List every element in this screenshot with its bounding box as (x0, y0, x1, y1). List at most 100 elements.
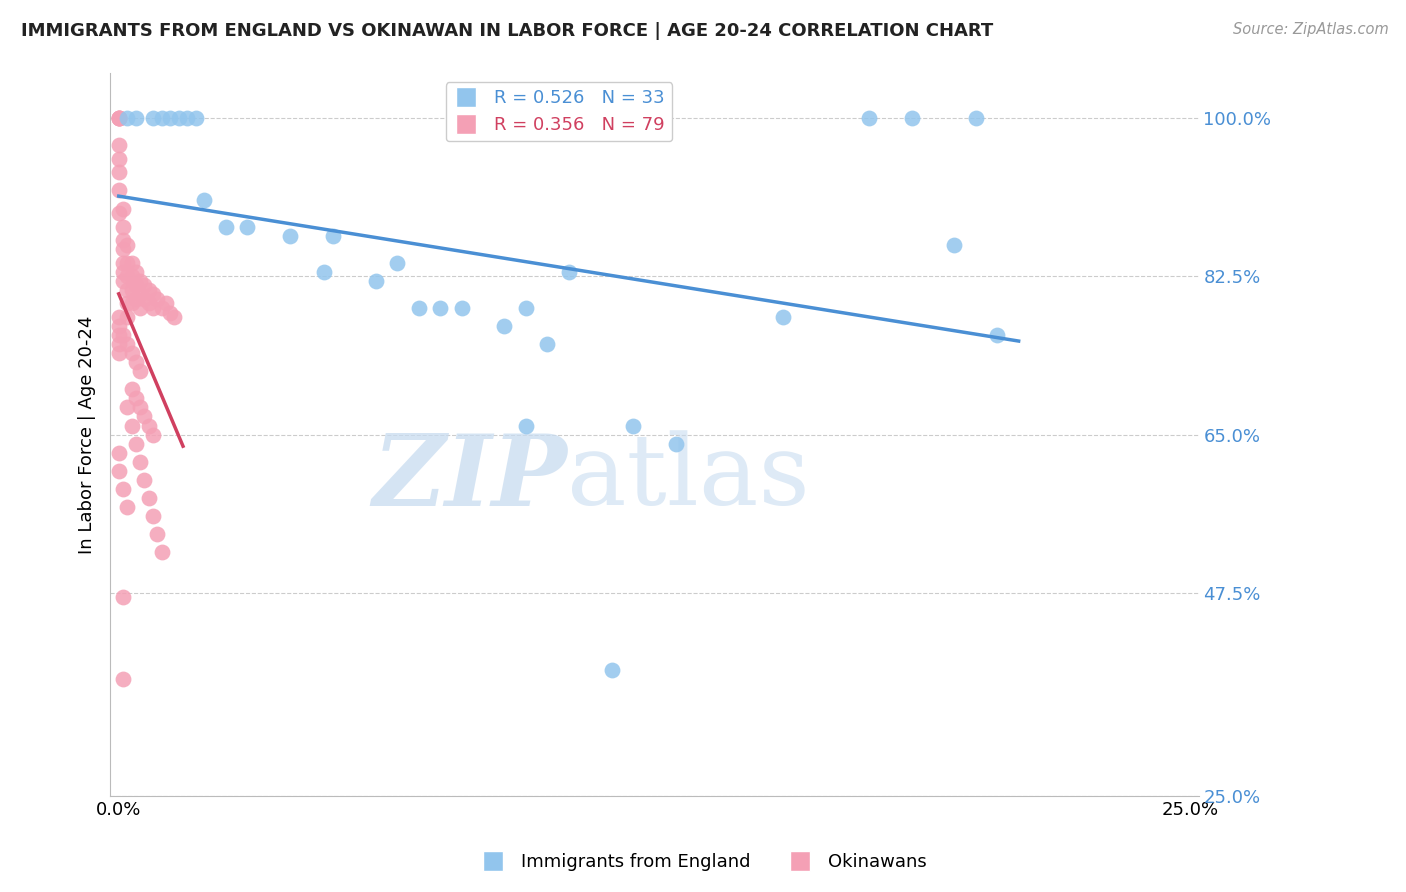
Point (150, 301, 173, 315)
Point (107, 206, 129, 220)
Point (107, 138, 129, 153)
Point (176, 111, 198, 125)
Point (600, 663, 623, 677)
Point (125, 265, 148, 279)
Point (107, 337, 129, 351)
Text: IMMIGRANTS FROM ENGLAND VS OKINAWAN IN LABOR FORCE | AGE 20-24 CORRELATION CHART: IMMIGRANTS FROM ENGLAND VS OKINAWAN IN L… (21, 22, 994, 40)
Point (117, 256, 139, 270)
Point (515, 301, 537, 315)
Point (146, 292, 169, 306)
Point (142, 287, 165, 301)
Point (134, 473, 156, 487)
Point (167, 111, 190, 125)
Point (121, 418, 143, 433)
Point (121, 283, 143, 297)
Point (111, 482, 134, 496)
Point (665, 436, 688, 450)
Point (121, 383, 143, 397)
Text: Source: ZipAtlas.com: Source: ZipAtlas.com (1233, 22, 1389, 37)
Point (111, 591, 134, 605)
Point (117, 283, 139, 297)
Point (408, 301, 430, 315)
Point (107, 346, 129, 360)
Point (121, 269, 143, 284)
Point (111, 242, 134, 256)
Point (965, 111, 987, 125)
Point (429, 301, 451, 315)
Point (943, 237, 966, 252)
Point (117, 296, 139, 310)
Point (134, 409, 156, 424)
Point (117, 111, 139, 125)
Point (107, 111, 129, 125)
Point (536, 337, 558, 351)
Point (111, 274, 134, 288)
Point (129, 364, 152, 378)
Legend: Immigrants from England, Okinawans: Immigrants from England, Okinawans (472, 847, 934, 879)
Point (142, 427, 165, 442)
Point (111, 202, 134, 216)
Point (111, 328, 134, 343)
Point (364, 274, 387, 288)
Point (494, 319, 516, 334)
Legend: R = 0.526   N = 33, R = 0.356   N = 79: R = 0.526 N = 33, R = 0.356 N = 79 (446, 82, 672, 142)
Point (129, 301, 152, 315)
Point (450, 301, 472, 315)
Point (858, 111, 880, 125)
Point (121, 346, 143, 360)
Point (125, 436, 148, 450)
Point (111, 672, 134, 686)
Point (621, 418, 644, 433)
Point (159, 305, 181, 319)
Point (193, 193, 215, 207)
Point (107, 464, 129, 478)
Point (121, 296, 143, 310)
Text: ZIP: ZIP (373, 430, 567, 526)
Point (121, 256, 143, 270)
Point (150, 545, 173, 559)
Point (900, 111, 922, 125)
Point (155, 296, 177, 310)
Point (125, 292, 148, 306)
Point (138, 491, 160, 505)
Point (107, 111, 129, 125)
Point (142, 301, 165, 315)
Point (278, 228, 301, 243)
Point (125, 278, 148, 293)
Point (107, 445, 129, 459)
Point (134, 292, 156, 306)
Point (117, 310, 139, 324)
Point (387, 256, 409, 270)
Point (129, 401, 152, 415)
Point (107, 184, 129, 198)
Point (138, 418, 160, 433)
Point (107, 319, 129, 334)
Point (107, 111, 129, 125)
Point (184, 111, 207, 125)
Point (134, 278, 156, 293)
Point (159, 111, 181, 125)
Point (129, 455, 152, 469)
Point (150, 111, 173, 125)
Point (125, 355, 148, 369)
Point (107, 152, 129, 166)
Point (986, 328, 1008, 343)
Point (236, 219, 259, 234)
Point (125, 111, 148, 125)
Point (129, 287, 152, 301)
Point (117, 269, 139, 284)
Point (107, 328, 129, 343)
Point (163, 310, 186, 324)
Point (129, 274, 152, 288)
Point (117, 237, 139, 252)
Point (557, 265, 579, 279)
Point (117, 401, 139, 415)
Point (138, 283, 160, 297)
Point (111, 256, 134, 270)
Point (117, 500, 139, 514)
Point (138, 296, 160, 310)
Point (772, 310, 794, 324)
Y-axis label: In Labor Force | Age 20-24: In Labor Force | Age 20-24 (79, 316, 96, 554)
Point (515, 418, 537, 433)
Point (215, 219, 238, 234)
